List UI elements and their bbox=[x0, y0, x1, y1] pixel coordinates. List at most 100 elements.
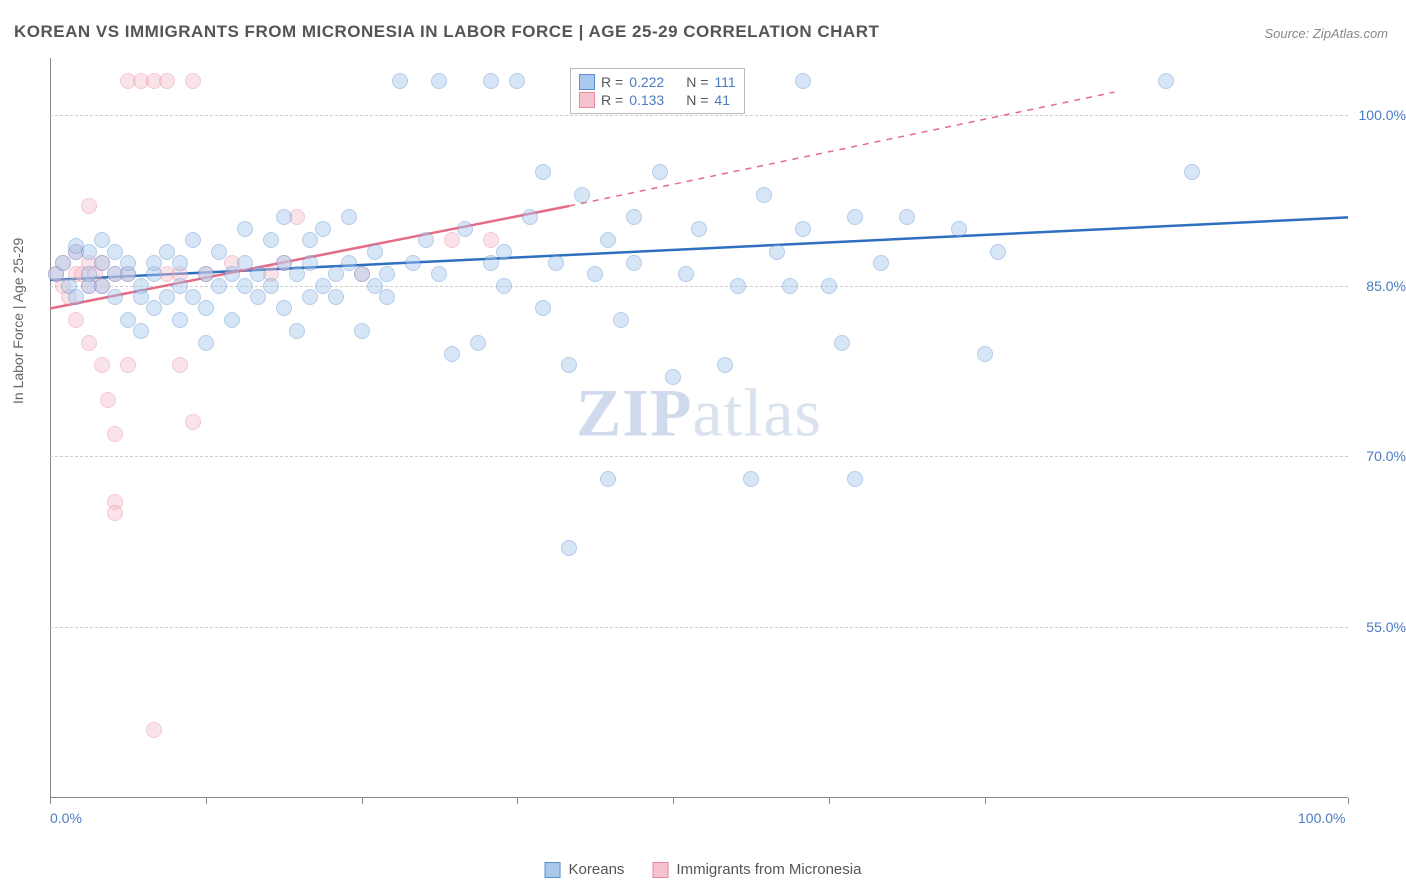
data-point-koreans bbox=[730, 278, 746, 294]
data-point-koreans bbox=[354, 323, 370, 339]
n-value-koreans: 111 bbox=[714, 74, 735, 90]
data-point-koreans bbox=[392, 73, 408, 89]
data-point-koreans bbox=[379, 289, 395, 305]
data-point-koreans bbox=[496, 278, 512, 294]
data-point-micronesia bbox=[172, 357, 188, 373]
data-point-koreans bbox=[652, 164, 668, 180]
data-point-koreans bbox=[172, 255, 188, 271]
x-tick bbox=[1348, 798, 1349, 804]
data-point-koreans bbox=[431, 266, 447, 282]
data-point-koreans bbox=[211, 278, 227, 294]
r-value-micronesia: 0.133 bbox=[629, 92, 664, 108]
data-point-koreans bbox=[224, 312, 240, 328]
data-point-koreans bbox=[172, 312, 188, 328]
legend-item-koreans: Koreans bbox=[545, 861, 625, 878]
data-point-koreans bbox=[561, 357, 577, 373]
r-label: R = bbox=[601, 74, 623, 90]
x-tick bbox=[673, 798, 674, 804]
regression-lines bbox=[50, 58, 1348, 798]
data-point-koreans bbox=[548, 255, 564, 271]
data-point-koreans bbox=[133, 323, 149, 339]
data-point-koreans bbox=[574, 187, 590, 203]
data-point-koreans bbox=[743, 471, 759, 487]
data-point-koreans bbox=[847, 209, 863, 225]
data-point-koreans bbox=[431, 73, 447, 89]
data-point-koreans bbox=[418, 232, 434, 248]
data-point-koreans bbox=[483, 255, 499, 271]
data-point-koreans bbox=[55, 255, 71, 271]
data-point-koreans bbox=[795, 73, 811, 89]
plot-area: 55.0%70.0%85.0%100.0% 0.0%100.0% ZIPatla… bbox=[50, 58, 1348, 798]
n-label: N = bbox=[686, 74, 708, 90]
data-point-koreans bbox=[302, 232, 318, 248]
data-point-koreans bbox=[782, 278, 798, 294]
data-point-koreans bbox=[678, 266, 694, 282]
data-point-koreans bbox=[185, 232, 201, 248]
data-point-koreans bbox=[289, 266, 305, 282]
data-point-micronesia bbox=[185, 73, 201, 89]
y-tick-label: 100.0% bbox=[1359, 107, 1406, 123]
data-point-micronesia bbox=[159, 73, 175, 89]
data-point-koreans bbox=[367, 244, 383, 260]
data-point-koreans bbox=[834, 335, 850, 351]
data-point-koreans bbox=[276, 209, 292, 225]
data-point-koreans bbox=[509, 73, 525, 89]
x-tick bbox=[829, 798, 830, 804]
x-tick bbox=[50, 798, 51, 804]
data-point-koreans bbox=[1158, 73, 1174, 89]
data-point-koreans bbox=[302, 255, 318, 271]
legend-swatch-koreans bbox=[579, 74, 595, 90]
data-point-koreans bbox=[444, 346, 460, 362]
correlation-legend: R = 0.222 N = 111 R = 0.133 N = 41 bbox=[570, 68, 745, 114]
source-attribution: Source: ZipAtlas.com bbox=[1264, 26, 1388, 41]
data-point-koreans bbox=[522, 209, 538, 225]
chart-title: KOREAN VS IMMIGRANTS FROM MICRONESIA IN … bbox=[14, 22, 879, 42]
data-point-micronesia bbox=[100, 392, 116, 408]
x-tick bbox=[362, 798, 363, 804]
data-point-koreans bbox=[107, 289, 123, 305]
r-label: R = bbox=[601, 92, 623, 108]
data-point-koreans bbox=[289, 323, 305, 339]
data-point-koreans bbox=[483, 73, 499, 89]
data-point-micronesia bbox=[94, 357, 110, 373]
data-point-koreans bbox=[899, 209, 915, 225]
data-point-koreans bbox=[821, 278, 837, 294]
data-point-koreans bbox=[977, 346, 993, 362]
data-point-koreans bbox=[717, 357, 733, 373]
data-point-koreans bbox=[379, 266, 395, 282]
data-point-koreans bbox=[328, 289, 344, 305]
data-point-koreans bbox=[535, 164, 551, 180]
data-point-koreans bbox=[496, 244, 512, 260]
data-point-koreans bbox=[600, 471, 616, 487]
legend-swatch-koreans bbox=[545, 862, 561, 878]
data-point-koreans bbox=[302, 289, 318, 305]
x-tick bbox=[985, 798, 986, 804]
legend-swatch-micronesia bbox=[579, 92, 595, 108]
y-tick-label: 55.0% bbox=[1366, 619, 1406, 635]
data-point-micronesia bbox=[444, 232, 460, 248]
legend-label-micronesia: Immigrants from Micronesia bbox=[676, 861, 861, 878]
x-tick-label: 100.0% bbox=[1298, 810, 1345, 826]
data-point-koreans bbox=[146, 300, 162, 316]
data-point-micronesia bbox=[107, 505, 123, 521]
data-point-koreans bbox=[769, 244, 785, 260]
data-point-koreans bbox=[600, 232, 616, 248]
n-label: N = bbox=[686, 92, 708, 108]
legend-label-koreans: Koreans bbox=[569, 861, 625, 878]
legend-swatch-micronesia bbox=[652, 862, 668, 878]
y-tick-label: 70.0% bbox=[1366, 448, 1406, 464]
data-point-micronesia bbox=[146, 722, 162, 738]
data-point-koreans bbox=[405, 255, 421, 271]
data-point-koreans bbox=[120, 255, 136, 271]
data-point-micronesia bbox=[107, 426, 123, 442]
y-tick-label: 85.0% bbox=[1366, 278, 1406, 294]
data-point-koreans bbox=[561, 540, 577, 556]
data-point-koreans bbox=[328, 266, 344, 282]
data-point-koreans bbox=[237, 221, 253, 237]
x-tick bbox=[517, 798, 518, 804]
data-point-koreans bbox=[68, 289, 84, 305]
data-point-koreans bbox=[159, 289, 175, 305]
data-point-koreans bbox=[626, 209, 642, 225]
legend-row-koreans: R = 0.222 N = 111 bbox=[579, 73, 736, 91]
data-point-koreans bbox=[211, 244, 227, 260]
